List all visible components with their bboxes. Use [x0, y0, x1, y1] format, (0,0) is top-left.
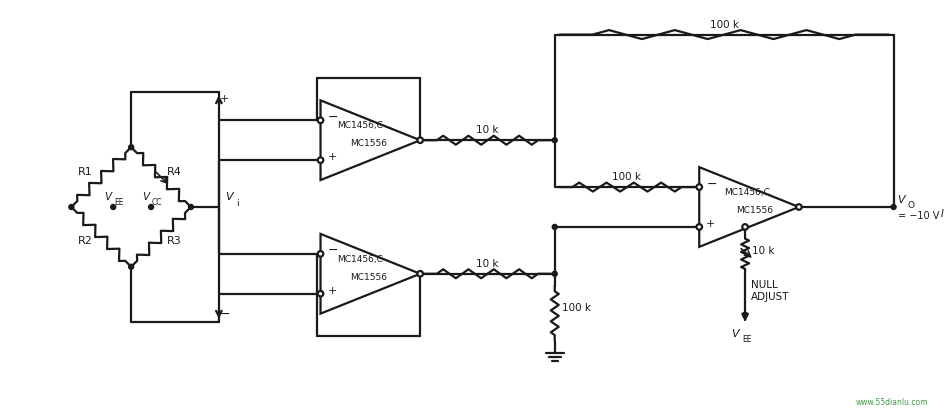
Text: R2: R2: [78, 236, 93, 246]
Text: MC1456,C: MC1456,C: [724, 188, 770, 197]
Circle shape: [417, 138, 423, 143]
Text: R4: R4: [167, 167, 182, 177]
Text: 10 k: 10 k: [752, 246, 775, 256]
Text: V: V: [731, 328, 739, 339]
Text: +: +: [706, 219, 716, 229]
Circle shape: [697, 184, 702, 190]
Text: 100 k: 100 k: [612, 172, 642, 182]
Circle shape: [891, 204, 896, 209]
Circle shape: [318, 291, 324, 297]
Text: = −10 V: = −10 V: [898, 211, 939, 221]
Text: 10 k: 10 k: [476, 125, 499, 135]
Text: V: V: [898, 195, 905, 205]
Text: ADJUST: ADJUST: [751, 292, 789, 302]
Circle shape: [552, 225, 557, 229]
Text: I: I: [941, 209, 943, 219]
Text: V: V: [225, 192, 232, 202]
Text: +: +: [327, 286, 337, 296]
Text: −: −: [706, 178, 717, 191]
Circle shape: [743, 224, 748, 230]
Circle shape: [129, 265, 133, 269]
Circle shape: [318, 251, 324, 257]
Circle shape: [697, 224, 702, 230]
Text: −: −: [327, 244, 338, 258]
Circle shape: [129, 145, 133, 150]
Text: www.55dianlu.com: www.55dianlu.com: [856, 398, 928, 407]
Text: −: −: [220, 308, 230, 321]
Text: i: i: [236, 199, 238, 208]
Text: MC1456,C: MC1456,C: [337, 121, 384, 130]
Text: 100 k: 100 k: [562, 303, 590, 313]
Text: 100 k: 100 k: [709, 20, 739, 30]
Circle shape: [318, 157, 324, 163]
Text: O: O: [907, 201, 915, 210]
Circle shape: [743, 312, 747, 317]
Text: V: V: [104, 192, 111, 202]
Circle shape: [552, 138, 557, 143]
Text: R1: R1: [78, 167, 93, 177]
Text: EE: EE: [743, 335, 751, 344]
Text: MC1456,C: MC1456,C: [337, 255, 384, 264]
Text: V: V: [142, 192, 149, 202]
Circle shape: [796, 204, 802, 210]
Text: +: +: [327, 152, 337, 162]
Text: R3: R3: [167, 236, 182, 246]
Circle shape: [69, 204, 74, 209]
Text: MC1556: MC1556: [350, 139, 387, 148]
Text: −: −: [327, 111, 338, 124]
Text: MC1556: MC1556: [350, 273, 387, 282]
Circle shape: [552, 271, 557, 276]
Text: MC1556: MC1556: [737, 206, 774, 215]
Text: NULL: NULL: [751, 280, 778, 290]
Circle shape: [110, 204, 116, 209]
Circle shape: [318, 117, 324, 123]
Text: EE: EE: [114, 198, 124, 207]
Text: +: +: [220, 94, 229, 104]
Circle shape: [417, 271, 423, 276]
Text: CC: CC: [152, 198, 163, 207]
Text: 10 k: 10 k: [476, 259, 499, 269]
Circle shape: [188, 204, 193, 209]
Circle shape: [149, 204, 153, 209]
